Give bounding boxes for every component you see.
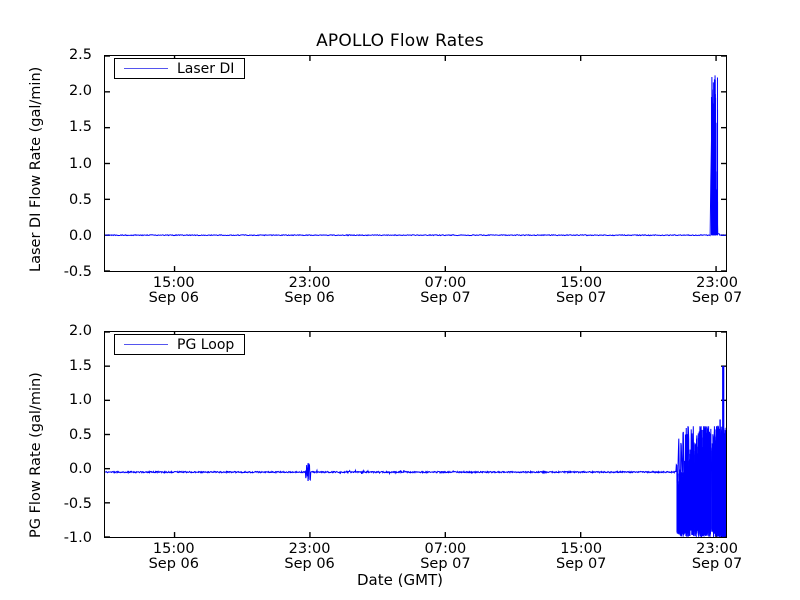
x-tick-label: 15:00 Sep 07: [556, 541, 607, 572]
y-tick-label: 0.0: [68, 227, 92, 244]
x-tick-label: 07:00 Sep 07: [420, 275, 471, 306]
legend-label-laser-di: Laser DI: [177, 60, 235, 77]
legend-label-pg-loop: PG Loop: [177, 336, 235, 353]
legend-line-sample-icon: [124, 344, 168, 345]
y-tick-label: 1.0: [68, 392, 92, 408]
y-tick-label: -0.5: [63, 264, 92, 280]
y-tick-label: 0.0: [68, 461, 92, 477]
y-tick-label: 1.5: [68, 357, 92, 374]
laser-di-series: [105, 56, 726, 271]
legend-laser-di: Laser DI: [114, 58, 246, 79]
y-tick-label: 0.5: [68, 426, 92, 443]
x-tick-label: 07:00 Sep 07: [420, 541, 471, 572]
y-tick-label: -0.5: [63, 495, 92, 512]
y-axis-label-top: Laser DI Flow Rate (gal/min): [28, 66, 44, 272]
legend-line-sample-icon: [124, 68, 168, 69]
plot-area-pg-loop: PG Loop: [104, 331, 727, 538]
x-axis-label: Date (GMT): [356, 571, 444, 589]
x-tick-label: 15:00 Sep 07: [556, 275, 607, 306]
x-tick-label: 15:00 Sep 06: [148, 275, 199, 306]
y-tick-label: -1.0: [63, 530, 92, 546]
y-tick-label: 1.5: [68, 119, 92, 136]
chart-title: APOLLO Flow Rates: [316, 31, 484, 51]
y-tick-label: 0.5: [68, 191, 92, 208]
pg-loop-series: [105, 332, 726, 537]
x-tick-label: 23:00 Sep 07: [691, 541, 743, 572]
x-tick-label: 23:00 Sep 06: [284, 541, 335, 572]
plot-area-laser-di: Laser DI: [104, 55, 727, 272]
y-tick-label: 2.5: [68, 47, 92, 63]
x-tick-label: 15:00 Sep 06: [148, 541, 199, 572]
y-tick-label: 2.0: [68, 83, 92, 100]
x-tick-label: 23:00 Sep 07: [691, 275, 743, 306]
legend-pg-loop: PG Loop: [114, 334, 246, 355]
y-tick-label: 2.0: [68, 323, 92, 339]
y-axis-label-bottom: PG Flow Rate (gal/min): [28, 372, 44, 538]
x-tick-label: 23:00 Sep 06: [284, 275, 335, 306]
y-tick-label: 1.0: [68, 155, 92, 172]
